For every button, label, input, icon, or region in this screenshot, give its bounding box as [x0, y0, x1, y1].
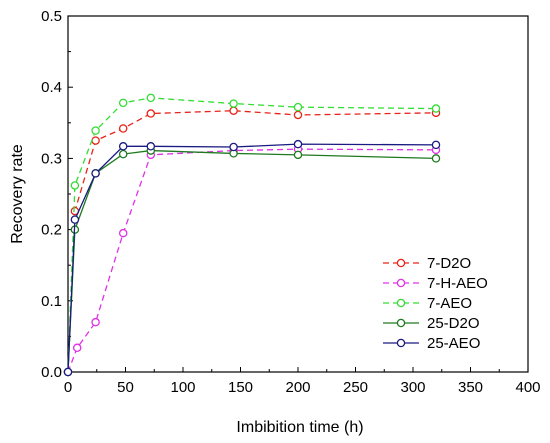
legend-marker: [396, 278, 406, 288]
legend-label: 7-D2O: [427, 255, 471, 272]
x-tick-label: 150: [228, 379, 253, 396]
x-tick-label: 100: [170, 379, 195, 396]
series-7-h-aeo: [63, 144, 441, 377]
data-point: [293, 150, 303, 160]
data-point: [70, 215, 80, 224]
series-line-25-d2o: [67, 149, 437, 373]
data-point: [91, 317, 100, 327]
y-tick-label: 0.0: [41, 364, 62, 381]
y-tick-label: 0.1: [41, 293, 62, 310]
legend-label: 7-AEO: [427, 295, 472, 312]
data-point: [293, 139, 303, 149]
legend-marker: [396, 298, 406, 308]
data-point: [63, 367, 73, 377]
y-tick-label: 0.2: [41, 222, 62, 239]
data-point: [146, 93, 156, 103]
legend-item-25-aeo: 25-AEO: [383, 335, 480, 352]
data-point: [431, 140, 441, 150]
data-point: [293, 110, 303, 120]
legend-label: 25-AEO: [427, 335, 480, 352]
legend-item-7-aeo: 7-AEO: [383, 295, 472, 312]
x-tick-label: 400: [515, 379, 540, 396]
legend-item-25-d2o: 25-D2O: [383, 315, 480, 332]
y-tick-label: 0.4: [41, 79, 62, 96]
data-point: [118, 228, 128, 238]
data-point: [72, 343, 82, 353]
series-7-aeo: [63, 93, 441, 377]
data-point: [118, 124, 128, 133]
data-point: [431, 104, 441, 113]
data-point: [229, 106, 238, 115]
x-axis: 0 50 100 150 200 250 300 350 400: [64, 367, 541, 396]
data-point: [293, 102, 303, 112]
x-axis-title: Imbibition time (h): [236, 419, 363, 436]
x-tick-label: 350: [458, 379, 483, 396]
data-point: [229, 142, 238, 152]
x-tick-label: 300: [400, 379, 425, 396]
data-point: [118, 98, 128, 108]
x-tick-label: 200: [285, 379, 310, 396]
data-point: [91, 126, 100, 135]
series-25-aeo: [63, 139, 441, 377]
series-line-7-d2o: [67, 110, 437, 373]
y-axis: 0.0 0.1 0.2 0.3 0.4 0.5: [41, 8, 73, 381]
series-layer: [63, 93, 441, 377]
x-tick-label: 250: [343, 379, 368, 396]
data-point: [431, 154, 441, 163]
data-point: [146, 109, 156, 118]
legend-label: 25-D2O: [427, 315, 480, 332]
data-point: [70, 181, 80, 190]
data-point: [146, 142, 156, 151]
series-line-7-h-aeo: [67, 148, 437, 373]
legend-item-7-h-aeo: 7-H-AEO: [383, 275, 488, 292]
x-tick-label: 0: [64, 379, 72, 396]
legend-marker: [396, 318, 406, 328]
data-point: [91, 136, 100, 145]
legend: 7-D2O 7-H-AEO 7-AEO 25-D2O 25-AEO: [383, 255, 488, 352]
data-point: [118, 149, 128, 159]
legend-marker: [396, 258, 406, 268]
y-tick-label: 0.3: [41, 150, 62, 167]
data-point: [118, 142, 128, 151]
legend-label: 7-H-AEO: [427, 275, 488, 292]
legend-marker: [396, 338, 406, 348]
y-axis-title: Recovery rate: [9, 144, 26, 244]
series-25-d2o: [63, 146, 441, 377]
x-tick-label: 50: [117, 379, 134, 396]
legend-item-7-d2o: 7-D2O: [383, 255, 471, 272]
y-tick-label: 0.5: [41, 8, 62, 25]
data-point: [91, 169, 100, 178]
data-point: [229, 99, 238, 108]
series-line-25-aeo: [67, 143, 437, 373]
